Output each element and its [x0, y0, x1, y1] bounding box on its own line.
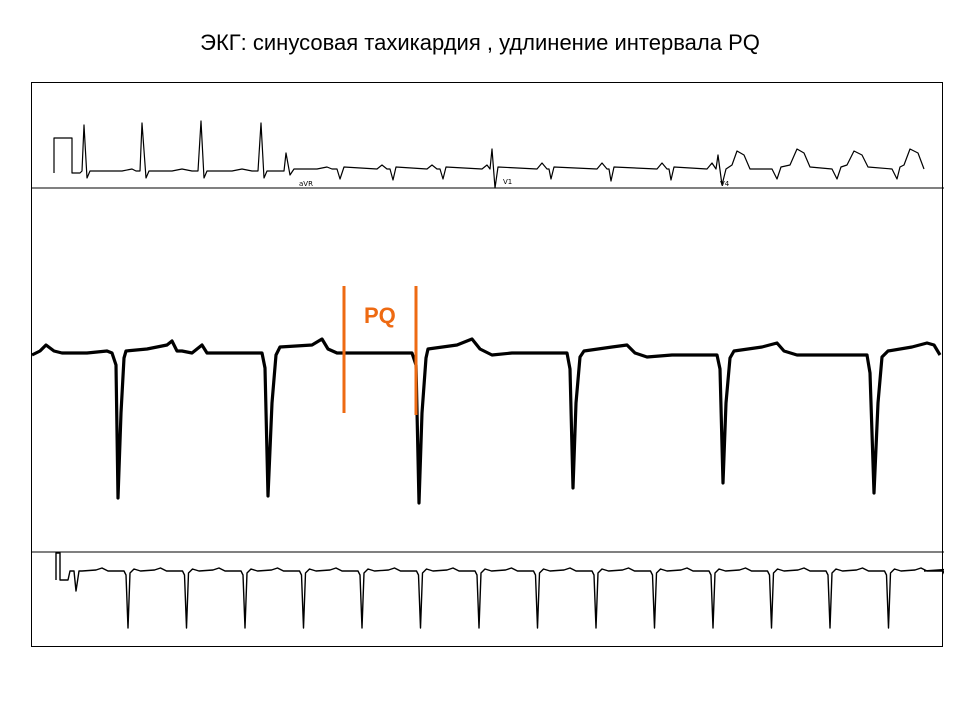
ecg-trace-enlarged-lead [32, 337, 942, 505]
slide-title: ЭКГ: синусовая тахикардия , удлинение ин… [200, 30, 760, 55]
ecg-canvas: aVR V1 V4 [32, 120, 944, 629]
ecg-trace-rhythm-strip [55, 552, 944, 629]
pq-interval-label: PQ [364, 303, 396, 328]
ecg-trace-top-strip [53, 120, 925, 189]
lead-label-avr: aVR [299, 180, 313, 188]
lead-label-v1: V1 [503, 178, 512, 186]
ecg-figure: aVR V1 V4 PQ [31, 82, 944, 647]
lead-label-v4: V4 [720, 180, 730, 188]
